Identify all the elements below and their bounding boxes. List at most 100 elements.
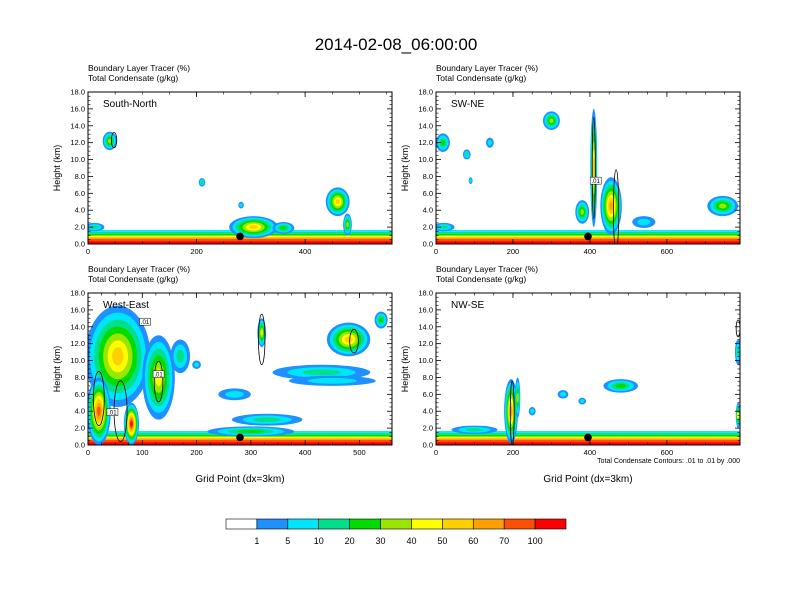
colorbar-swatch <box>442 518 474 530</box>
y-tick-label: 0.0 <box>423 441 433 450</box>
x-tick-label: 600 <box>661 448 674 457</box>
contour-label-box <box>589 176 602 185</box>
tracer-blob <box>379 317 384 323</box>
plot-area <box>88 131 392 244</box>
colorbar-swatch <box>225 518 258 530</box>
y-tick-label: 10.0 <box>70 155 85 164</box>
tracer-blob <box>469 178 472 183</box>
x-axis-label: Grid Point (dx=3km) <box>195 474 284 485</box>
x-axis-label: Grid Point (dx=3km) <box>543 474 632 485</box>
contour-label-box <box>152 370 165 378</box>
y-tick-label: 12.0 <box>418 339 433 348</box>
panel-title: SW-NE <box>451 99 484 110</box>
contour-label-box <box>106 408 119 416</box>
tracer-blob <box>200 180 204 185</box>
y-tick-label: 16.0 <box>418 305 433 314</box>
colorbar-swatch <box>380 518 412 530</box>
panel-label-line1: Boundary Layer Tracer (%) <box>88 264 190 274</box>
plot-area: .01 <box>436 108 740 244</box>
y-tick-label: 10.0 <box>418 356 433 365</box>
tracer-blob <box>130 421 133 427</box>
tracer-blob <box>516 392 519 403</box>
y-tick-label: 6.0 <box>75 390 85 399</box>
tracer-blob <box>344 336 353 343</box>
y-tick-label: 0.0 <box>75 240 85 249</box>
location-marker <box>584 232 592 241</box>
y-tick-label: 0.0 <box>75 441 85 450</box>
tracer-blob <box>107 138 112 144</box>
y-tick-label: 14.0 <box>70 322 85 331</box>
tracer-blob <box>487 139 493 146</box>
y-tick-label: 8.0 <box>75 373 85 382</box>
x-tick-label: 200 <box>190 448 203 457</box>
y-tick-label: 2.0 <box>75 424 85 433</box>
tracer-blob <box>530 408 535 414</box>
contour-label: .01 <box>108 410 117 416</box>
condensate-contour <box>153 360 164 403</box>
tracer-blob <box>440 139 446 146</box>
colorbar-label: 70 <box>499 536 509 546</box>
tracer-blob <box>580 209 584 215</box>
y-tick-label: 10.0 <box>418 155 433 164</box>
y-tick-label: 12.0 <box>418 138 433 147</box>
panel-label-line2: Total Condensate (g/kg) <box>436 274 526 284</box>
panel-nw-se: 0.0 2.0 4.0 6.0 8.0 10.0 12.0 14.0 16.0 18.0 0 200 4… <box>400 264 741 485</box>
colorbar: 1 5 10 20 30 40 50 60 70 100 <box>225 518 567 546</box>
tracer-blob <box>465 152 469 157</box>
x-tick-label: 200 <box>507 448 520 457</box>
condensate-contour <box>349 328 359 354</box>
y-tick-label: 12.0 <box>70 138 85 147</box>
tracer-blob <box>559 391 567 397</box>
tracer-blob <box>249 225 258 230</box>
panel-south-north: 0.0 2.0 4.0 6.0 8.0 10.0 12.0 14.0 16.0 18.0 0 200 4… <box>52 63 393 256</box>
tracer-blob <box>260 329 263 336</box>
tracer-blob <box>97 406 101 416</box>
colorbar-label: 30 <box>376 536 386 546</box>
x-tick-label: 500 <box>353 448 366 457</box>
y-tick-label: 4.0 <box>75 206 85 215</box>
panel-label-line1: Boundary Layer Tracer (%) <box>436 264 538 274</box>
colorbar-swatch <box>534 518 567 530</box>
colorbar-label: 20 <box>345 536 355 546</box>
tracer-layer-band <box>88 442 392 445</box>
tracer-layer-band <box>88 241 392 244</box>
colorbar-swatch <box>411 518 443 530</box>
contour-label: .01 <box>592 179 601 185</box>
panel-label-line2: Total Condensate (g/kg) <box>88 73 178 83</box>
contour-note: Total Condensate Contours: .01 to .01 by… <box>597 458 740 465</box>
tracer-blob <box>280 226 287 230</box>
panels: 0.0 2.0 4.0 6.0 8.0 10.0 12.0 14.0 16.0 18.0 0 200 4… <box>52 63 741 485</box>
tracer-layer-band <box>436 431 740 433</box>
y-tick-label: 16.0 <box>70 104 85 113</box>
panel-label-line1: Boundary Layer Tracer (%) <box>436 63 538 73</box>
y-tick-label: 2.0 <box>75 223 85 232</box>
tracer-blob <box>549 118 554 123</box>
plot-area: .01 .01 .01 <box>88 305 392 445</box>
plot-area <box>436 319 740 445</box>
panel-label-line2: Total Condensate (g/kg) <box>436 73 526 83</box>
tracer-layer-band <box>436 442 740 445</box>
tracer-blob <box>225 390 244 398</box>
y-tick-label: 2.0 <box>423 223 433 232</box>
x-tick-label: 400 <box>584 448 597 457</box>
tracer-blob <box>302 369 341 376</box>
colorbar-swatch <box>472 518 505 530</box>
y-tick-label: 18.0 <box>70 88 85 97</box>
panel-title: NW-SE <box>451 300 484 311</box>
y-tick-label: 18.0 <box>418 88 433 97</box>
colorbar-swatch <box>256 518 289 530</box>
x-tick-label: 200 <box>190 247 203 256</box>
colorbar-swatch <box>287 518 320 530</box>
tracer-blob <box>335 199 340 205</box>
colorbar-swatch <box>503 518 536 530</box>
tracer-blob <box>237 429 264 434</box>
panel-label-line1: Boundary Layer Tracer (%) <box>88 63 190 73</box>
y-tick-label: 6.0 <box>423 390 433 399</box>
tracer-blob <box>592 157 595 179</box>
y-tick-label: 4.0 <box>423 206 433 215</box>
plot-frame <box>435 91 741 245</box>
colorbar-label: 1 <box>254 536 259 546</box>
y-tick-label: 12.0 <box>70 339 85 348</box>
y-axis-label: Height (km) <box>52 346 62 393</box>
